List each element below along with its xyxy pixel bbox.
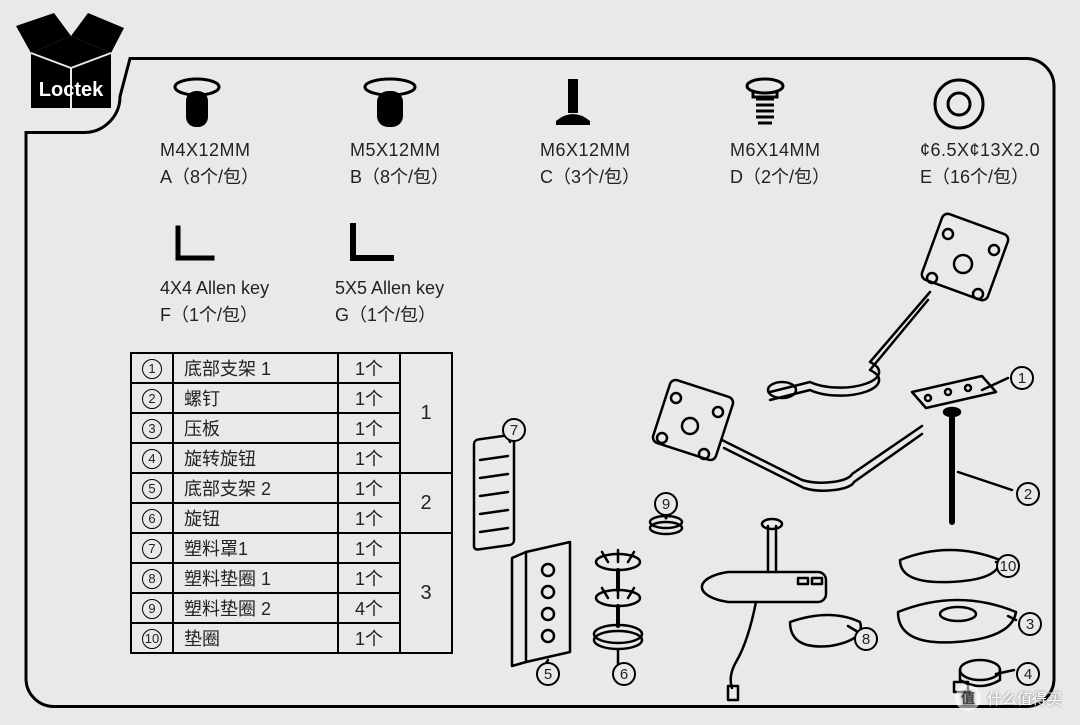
- part-number: 10: [131, 623, 173, 653]
- part-number: 3: [131, 413, 173, 443]
- part-name: 底部支架 2: [173, 473, 338, 503]
- part-group: 2: [400, 473, 452, 533]
- callout-2: 2: [1016, 482, 1040, 506]
- hw-b: M5X12MM B（8个/包）: [350, 72, 500, 189]
- part-number: 8: [131, 563, 173, 593]
- hw-pack: D（2个/包）: [730, 163, 880, 189]
- part-qty: 1个: [338, 353, 400, 383]
- part-name: 旋钮: [173, 503, 338, 533]
- hw-spec: M5X12MM: [350, 140, 500, 161]
- part-name: 螺钉: [173, 383, 338, 413]
- table-row: 7塑料罩11个3: [131, 533, 452, 563]
- part-group: 3: [400, 533, 452, 653]
- hw-spec: M6X12MM: [540, 140, 690, 161]
- screw-icon: [160, 72, 310, 132]
- part-number: 2: [131, 383, 173, 413]
- part-number: 9: [131, 593, 173, 623]
- hw-pack: A（8个/包）: [160, 163, 310, 189]
- key-spec: 4X4 Allen key: [160, 278, 335, 299]
- part-qty: 1个: [338, 623, 400, 653]
- callout-10: 10: [996, 554, 1020, 578]
- hardware-row: M4X12MM A（8个/包） M5X12MM B（8个/包） M6X12MM …: [160, 72, 1070, 189]
- hw-pack: B（8个/包）: [350, 163, 500, 189]
- instruction-sheet: Loctek M4X12MM A（8个/包） M5X12MM B（8个/包） M…: [20, 12, 1060, 713]
- callout-1: 1: [1010, 366, 1034, 390]
- part-number: 6: [131, 503, 173, 533]
- part-name: 垫圈: [173, 623, 338, 653]
- parts-table: 1底部支架 11个12螺钉1个3压板1个4旋转旋钮1个5底部支架 21个26旋钮…: [130, 352, 453, 654]
- part-qty: 1个: [338, 563, 400, 593]
- part-name: 塑料垫圈 1: [173, 563, 338, 593]
- part-group: 1: [400, 353, 452, 473]
- hw-c: M6X12MM C（3个/包）: [540, 72, 690, 189]
- part-qty: 1个: [338, 533, 400, 563]
- callout-7: 7: [502, 418, 526, 442]
- hw-d: M6X14MM D（2个/包）: [730, 72, 880, 189]
- part-name: 塑料罩1: [173, 533, 338, 563]
- watermark: 值 什么值得买: [955, 685, 1062, 711]
- hw-e: ¢6.5X¢13X2.0 E（16个/包）: [920, 72, 1070, 189]
- exploded-diagram: 1 2 3 4 5 6 7 8 9 10: [460, 192, 1060, 702]
- table-row: 1底部支架 11个1: [131, 353, 452, 383]
- part-qty: 1个: [338, 443, 400, 473]
- part-name: 压板: [173, 413, 338, 443]
- part-number: 5: [131, 473, 173, 503]
- washer-icon: [920, 72, 1070, 132]
- callout-8: 8: [854, 627, 878, 651]
- callout-5: 5: [536, 662, 560, 686]
- part-name: 塑料垫圈 2: [173, 593, 338, 623]
- part-name: 底部支架 1: [173, 353, 338, 383]
- callout-6: 6: [612, 662, 636, 686]
- allen-keys-row: 4X4 Allen key F（1个/包） 5X5 Allen key G（1个…: [160, 222, 510, 327]
- brand-box-icon: Loctek: [16, 8, 126, 123]
- watermark-text: 什么值得买: [987, 688, 1062, 709]
- hw-spec: M4X12MM: [160, 140, 310, 161]
- part-number: 4: [131, 443, 173, 473]
- hw-spec: M6X14MM: [730, 140, 880, 161]
- hw-pack: C（3个/包）: [540, 163, 690, 189]
- allen-key-icon: [160, 222, 335, 272]
- part-qty: 1个: [338, 413, 400, 443]
- watermark-badge: 值: [955, 685, 981, 711]
- bolt-icon: [730, 72, 880, 132]
- screw-counter-icon: [540, 72, 690, 132]
- key-pack: F（1个/包）: [160, 301, 335, 327]
- part-name: 旋转旋钮: [173, 443, 338, 473]
- callout-4: 4: [1016, 662, 1040, 686]
- callout-3: 3: [1018, 612, 1042, 636]
- part-qty: 1个: [338, 473, 400, 503]
- brand-text: Loctek: [39, 79, 104, 101]
- part-number: 1: [131, 353, 173, 383]
- table-row: 5底部支架 21个2: [131, 473, 452, 503]
- part-qty: 1个: [338, 503, 400, 533]
- hw-spec: ¢6.5X¢13X2.0: [920, 140, 1070, 161]
- part-qty: 1个: [338, 383, 400, 413]
- key-f: 4X4 Allen key F（1个/包）: [160, 222, 335, 327]
- part-qty: 4个: [338, 593, 400, 623]
- hw-pack: E（16个/包）: [920, 163, 1070, 189]
- part-number: 7: [131, 533, 173, 563]
- hw-a: M4X12MM A（8个/包）: [160, 72, 310, 189]
- callout-9: 9: [654, 492, 678, 516]
- screw-icon: [350, 72, 500, 132]
